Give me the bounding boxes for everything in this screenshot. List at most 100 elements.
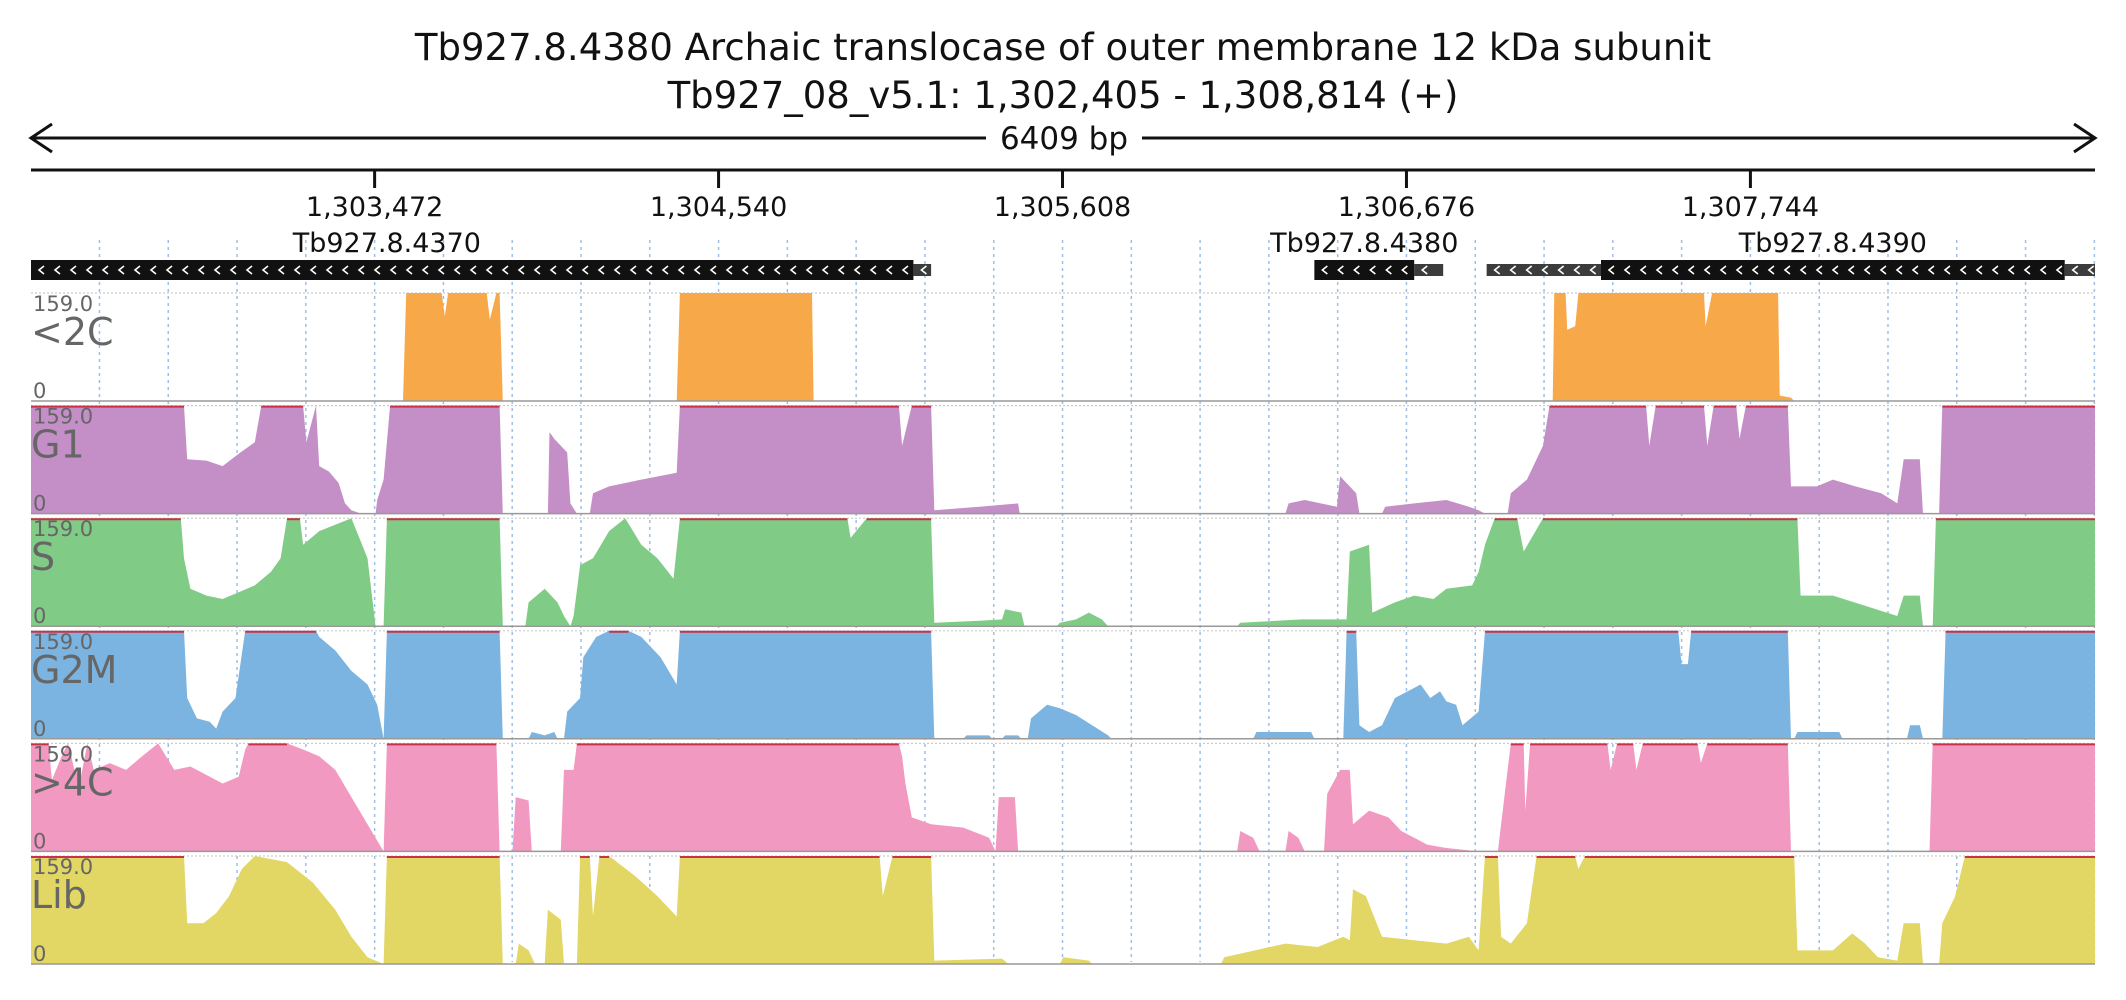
coverage-area bbox=[31, 630, 2095, 739]
strand-chevron-icon bbox=[677, 265, 685, 275]
strand-chevron-icon bbox=[1863, 265, 1871, 275]
strand-chevron-icon bbox=[85, 265, 93, 275]
track-min-label: 0 bbox=[33, 492, 46, 516]
strand-chevron-icon bbox=[1623, 265, 1631, 275]
strand-chevron-icon bbox=[2023, 265, 2031, 275]
strand-chevron-icon bbox=[1607, 265, 1615, 275]
track-max-label: 159.0 bbox=[33, 292, 93, 316]
strand-chevron-icon bbox=[1719, 265, 1727, 275]
chart-title: Tb927.8.4380 Archaic translocase of oute… bbox=[414, 26, 1711, 69]
strand-chevron-icon bbox=[1321, 265, 1328, 275]
strand-chevron-icon bbox=[501, 265, 509, 275]
strand-chevron-icon bbox=[1991, 265, 1999, 275]
track-max-label: 159.0 bbox=[33, 742, 93, 766]
arrowhead-left-icon bbox=[28, 122, 53, 154]
strand-chevron-icon bbox=[2055, 265, 2063, 275]
strand-chevron-icon bbox=[2039, 265, 2047, 275]
strand-chevron-icon bbox=[901, 265, 909, 275]
coverage-track: 159.0G1 0 bbox=[31, 405, 2095, 516]
coverage-area bbox=[31, 856, 2095, 964]
strand-chevron-icon bbox=[629, 265, 637, 275]
strand-chevron-icon bbox=[149, 265, 157, 275]
coverage-tracks: 159.0<2C0159.0G10159.0S0159.0G2M0159.0>4… bbox=[31, 292, 2095, 966]
strand-chevron-icon bbox=[821, 265, 829, 275]
strand-chevron-icon bbox=[309, 265, 317, 275]
strand-chevron-icon bbox=[1751, 265, 1759, 275]
track-name-label: S bbox=[31, 535, 55, 579]
strand-chevron-icon bbox=[517, 265, 525, 275]
gene-label: Tb927.8.4370 bbox=[292, 228, 481, 259]
strand-chevron-icon bbox=[549, 265, 557, 275]
strand-chevron-icon bbox=[693, 265, 701, 275]
strand-chevron-icon bbox=[133, 265, 141, 275]
track-min-label: 0 bbox=[33, 942, 46, 966]
coordinate-ticks: 1,303,472 1,304,540 1,305,608 1,306,676 1,30… bbox=[306, 170, 1819, 223]
strand-chevron-icon bbox=[1687, 265, 1695, 275]
track-min-label: 0 bbox=[33, 379, 46, 403]
x-tick-label: 1,303,472 bbox=[306, 192, 443, 223]
strand-chevron-icon bbox=[1703, 265, 1711, 275]
strand-chevron-icon bbox=[69, 265, 77, 275]
track-name-label: G2M bbox=[31, 648, 117, 692]
coverage-track: 159.0S 0 bbox=[31, 517, 2095, 628]
gene-annotation-track: Tb927.8.4370 Tb927.8.4380 Tb927.8.4390 bbox=[31, 228, 2095, 280]
x-tick-label: 1,306,676 bbox=[1338, 192, 1475, 223]
strand-chevron-icon bbox=[725, 265, 733, 275]
x-tick-label: 1,304,540 bbox=[650, 192, 787, 223]
gene-utr bbox=[1414, 264, 1444, 276]
strand-chevron-icon bbox=[165, 265, 173, 275]
gene-label: Tb927.8.4390 bbox=[1738, 228, 1927, 259]
strand-chevron-icon bbox=[565, 265, 573, 275]
gene-feature: Tb927.8.4370 bbox=[31, 228, 932, 280]
strand-chevron-icon bbox=[261, 265, 269, 275]
track-name-label: <2C bbox=[31, 310, 114, 354]
arrowhead-right-icon bbox=[2073, 122, 2098, 154]
track-min-label: 0 bbox=[33, 717, 46, 741]
strand-chevron-icon bbox=[117, 265, 125, 275]
gene-feature: Tb927.8.4380 bbox=[1269, 228, 1458, 280]
strand-chevron-icon bbox=[469, 265, 477, 275]
track-min-label: 0 bbox=[33, 829, 46, 853]
strand-chevron-icon bbox=[1847, 265, 1855, 275]
strand-chevron-icon bbox=[645, 265, 653, 275]
gene-label: Tb927.8.4380 bbox=[1269, 228, 1458, 259]
strand-chevron-icon bbox=[837, 265, 845, 275]
strand-chevron-icon bbox=[1767, 265, 1775, 275]
strand-chevron-icon bbox=[661, 265, 669, 275]
strand-chevron-icon bbox=[1927, 265, 1935, 275]
track-max-label: 159.0 bbox=[33, 630, 93, 654]
strand-chevron-icon bbox=[277, 265, 285, 275]
strand-chevron-icon bbox=[1369, 265, 1376, 275]
coverage-area bbox=[31, 743, 2095, 852]
span-indicator: 6409 bp bbox=[28, 121, 2098, 157]
strand-chevron-icon bbox=[293, 265, 301, 275]
strand-chevron-icon bbox=[453, 265, 461, 275]
strand-chevron-icon bbox=[1671, 265, 1679, 275]
strand-chevron-icon bbox=[421, 265, 429, 275]
strand-chevron-icon bbox=[741, 265, 749, 275]
strand-chevron-icon bbox=[597, 265, 605, 275]
strand-chevron-icon bbox=[1815, 265, 1823, 275]
chart-subtitle: Tb927_08_v5.1: 1,302,405 - 1,308,814 (+) bbox=[667, 74, 1459, 117]
strand-chevron-icon bbox=[1959, 265, 1967, 275]
strand-chevron-icon bbox=[437, 265, 445, 275]
strand-chevron-icon bbox=[341, 265, 349, 275]
strand-chevron-icon bbox=[357, 265, 365, 275]
strand-chevron-icon bbox=[2087, 265, 2095, 275]
strand-chevron-icon bbox=[1557, 265, 1565, 275]
track-min-label: 0 bbox=[33, 604, 46, 628]
span-length-label: 6409 bp bbox=[1000, 121, 1128, 157]
strand-chevron-icon bbox=[213, 265, 221, 275]
strand-chevron-icon bbox=[229, 265, 237, 275]
coverage-area bbox=[31, 293, 2095, 401]
strand-chevron-icon bbox=[1735, 265, 1743, 275]
gene-cds bbox=[1314, 260, 1415, 280]
strand-chevron-icon bbox=[181, 265, 189, 275]
strand-chevron-icon bbox=[1401, 265, 1408, 275]
strand-chevron-icon bbox=[485, 265, 493, 275]
coverage-track: 159.0<2C 0 bbox=[31, 292, 2095, 403]
strand-chevron-icon bbox=[1385, 265, 1392, 275]
strand-chevron-icon bbox=[1353, 265, 1360, 275]
